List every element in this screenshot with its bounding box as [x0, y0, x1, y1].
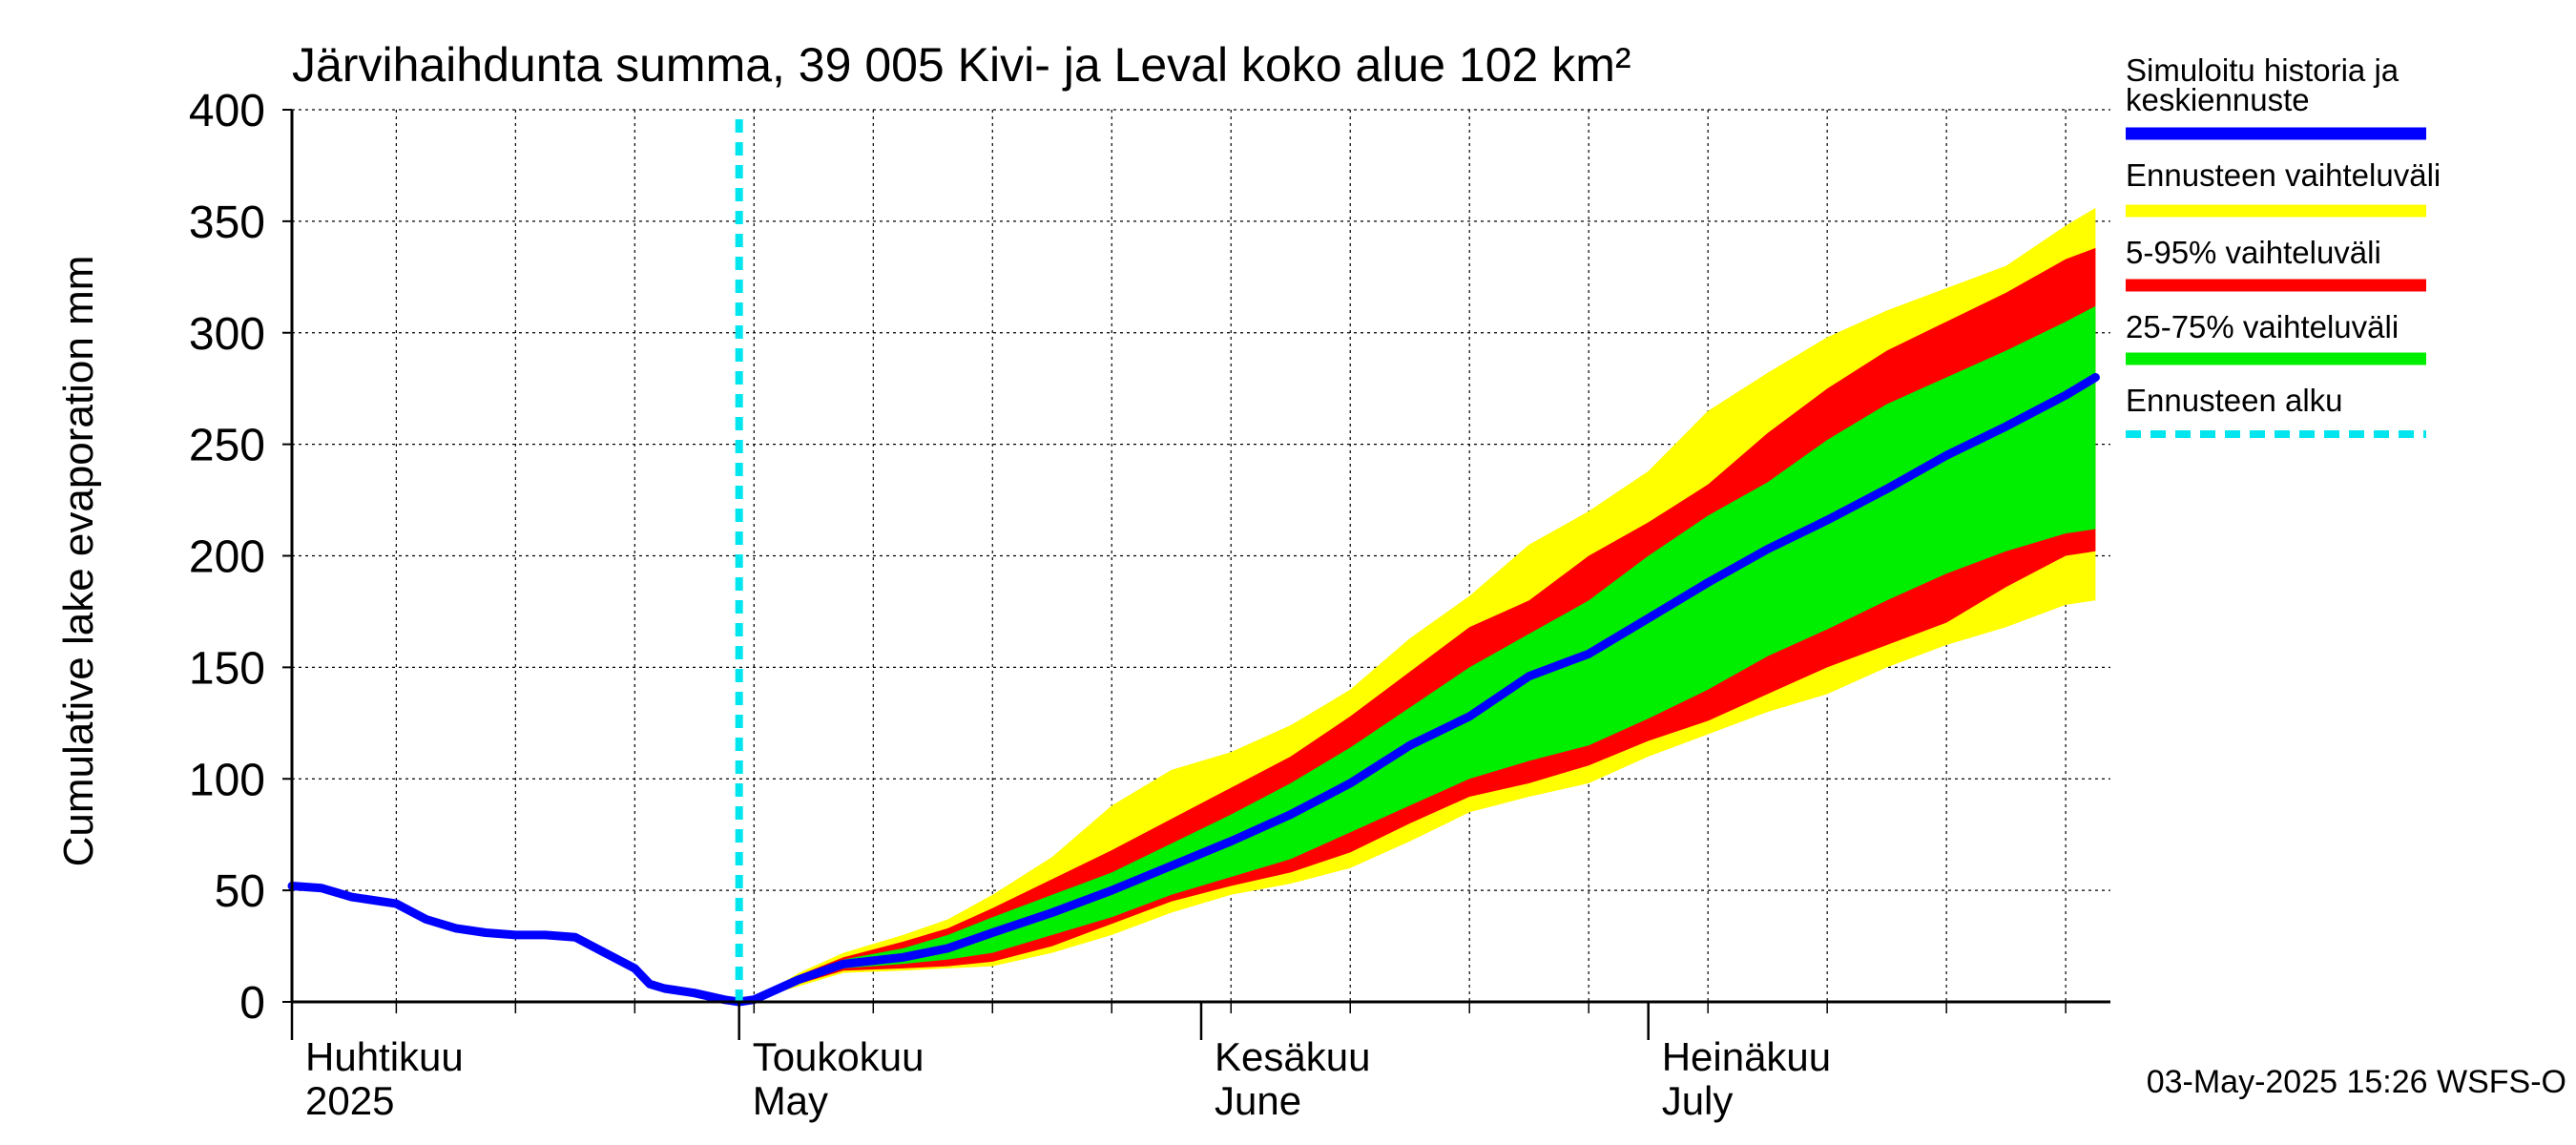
y-tick-label: 0: [239, 978, 265, 1029]
legend-label: Ennusteen vaihteluväli: [2126, 157, 2441, 193]
x-month-sublabel: June: [1215, 1078, 1301, 1123]
band-full-range: [754, 207, 2096, 1000]
legend-label: Ennusteen alku: [2126, 383, 2343, 418]
x-month-label: Kesäkuu: [1215, 1034, 1370, 1079]
y-tick-label: 100: [189, 755, 265, 805]
x-month-label: Huhtikuu: [305, 1034, 464, 1079]
x-month-label: Toukokuu: [753, 1034, 924, 1079]
x-month-sublabel: July: [1662, 1078, 1734, 1123]
y-axis-label: Cumulative lake evaporation mm: [55, 256, 102, 867]
y-tick-label: 200: [189, 532, 265, 583]
legend-label: keskiennuste: [2126, 82, 2310, 117]
x-month-sublabel: May: [753, 1078, 828, 1123]
y-tick-label: 300: [189, 309, 265, 360]
band-25-75: [754, 305, 2096, 1000]
x-month-label: Heinäkuu: [1662, 1034, 1831, 1079]
legend-label: Simuloitu historia ja: [2126, 52, 2399, 88]
footer-timestamp: 03-May-2025 15:26 WSFS-O: [2147, 1064, 2566, 1100]
line-layer: [287, 119, 2100, 1007]
x-month-sublabel: 2025: [305, 1078, 394, 1123]
y-tick-label: 400: [189, 86, 265, 136]
y-tick-label: 150: [189, 643, 265, 694]
band-layer: [754, 207, 2096, 1000]
legend-label: 5-95% vaihteluväli: [2126, 235, 2381, 270]
y-tick-label: 350: [189, 198, 265, 248]
y-tick-label: 250: [189, 421, 265, 471]
series-line-median: [287, 373, 2100, 1007]
legend-label: 25-75% vaihteluväli: [2126, 309, 2399, 344]
y-tick-label: 50: [215, 866, 265, 917]
chart-title: Järvihaihdunta summa, 39 005 Kivi- ja Le…: [292, 38, 1631, 92]
